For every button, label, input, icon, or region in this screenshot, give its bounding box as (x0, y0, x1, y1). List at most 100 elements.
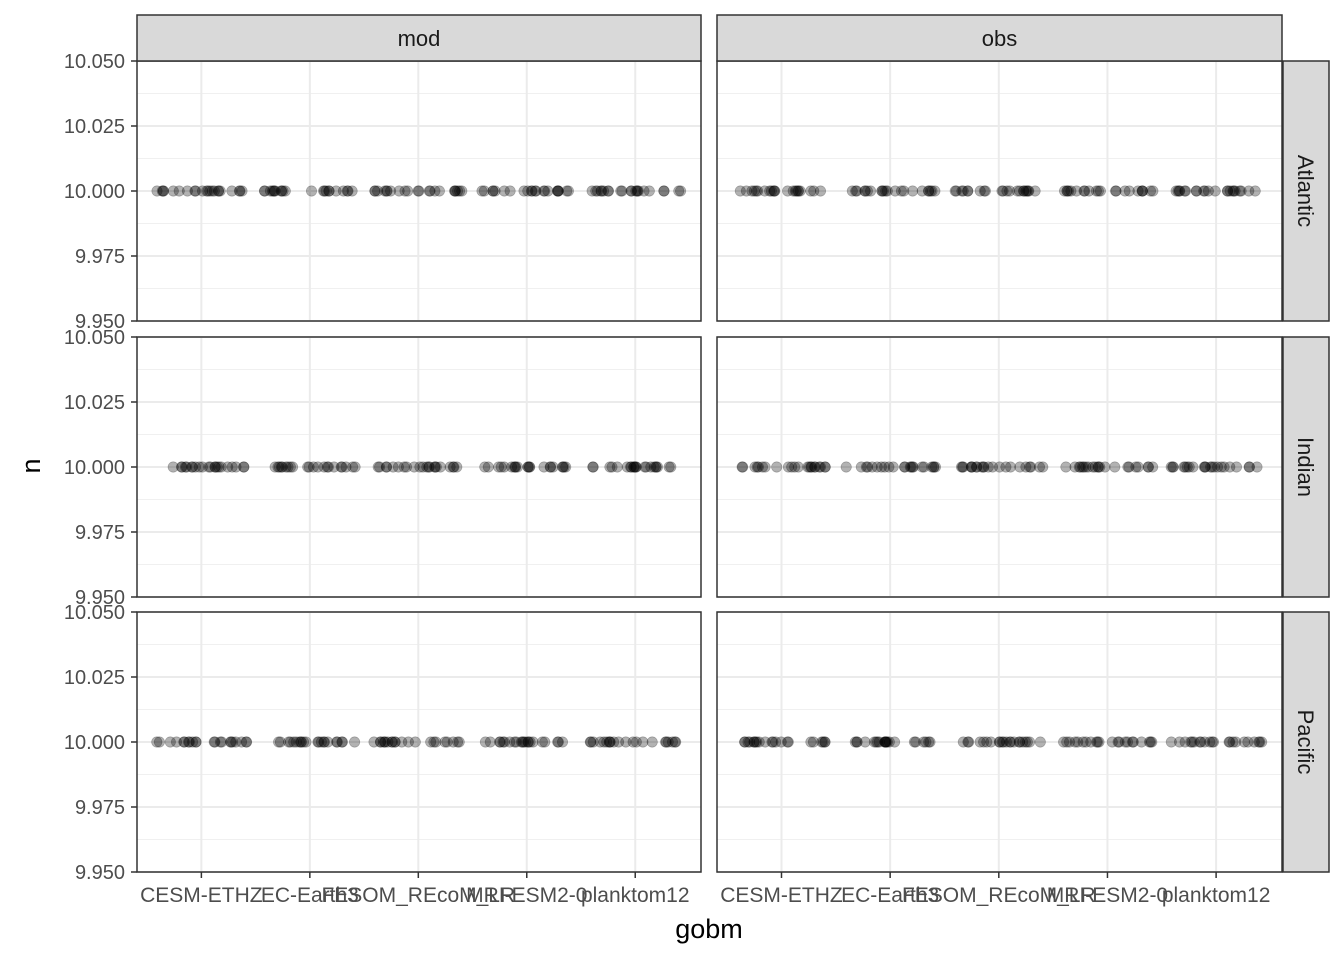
data-point (1195, 736, 1207, 748)
data-point (1119, 736, 1131, 748)
data-point (318, 461, 330, 473)
data-point (240, 736, 252, 748)
data-point (630, 185, 642, 197)
data-point (1112, 736, 1124, 748)
data-point (1063, 185, 1075, 197)
data-point (746, 185, 758, 197)
data-point (374, 736, 386, 748)
data-point (267, 185, 279, 197)
data-point (335, 461, 347, 473)
data-point (955, 461, 967, 473)
data-point (584, 736, 596, 748)
data-point (590, 185, 602, 197)
data-point (202, 185, 214, 197)
data-point (1198, 461, 1210, 473)
data-point (875, 461, 887, 473)
data-point (595, 185, 607, 197)
data-point (276, 185, 288, 197)
facet-strip-label: mod (398, 26, 441, 51)
data-point (447, 461, 459, 473)
data-point (879, 736, 891, 748)
data-point (736, 461, 748, 473)
data-point (879, 736, 891, 748)
data-point (1224, 461, 1236, 473)
data-point (209, 461, 221, 473)
data-point (307, 461, 319, 473)
data-point (873, 736, 885, 748)
data-point (792, 461, 804, 473)
data-point (768, 185, 780, 197)
data-point (1130, 461, 1142, 473)
data-point (670, 736, 682, 748)
data-point (1205, 461, 1217, 473)
data-point (434, 461, 446, 473)
data-point (331, 736, 343, 748)
data-point (386, 736, 398, 748)
data-point (430, 461, 442, 473)
data-point (186, 461, 198, 473)
data-point (279, 185, 291, 197)
y-tick-label: 10.000 (64, 732, 125, 754)
data-point (814, 185, 826, 197)
data-point (349, 736, 361, 748)
data-point (658, 185, 670, 197)
data-point (386, 736, 398, 748)
data-point (923, 185, 935, 197)
data-point (1222, 185, 1234, 197)
data-point (522, 736, 534, 748)
data-point (1078, 461, 1090, 473)
facet-panel-obs-Indian (717, 336, 1282, 598)
data-point (517, 736, 529, 748)
data-point (1243, 185, 1255, 197)
data-point (382, 736, 394, 748)
data-point (208, 736, 220, 748)
data-point (557, 461, 569, 473)
data-point (996, 185, 1008, 197)
data-point (616, 185, 628, 197)
data-point (985, 736, 997, 748)
data-point (430, 736, 442, 748)
data-point (965, 461, 977, 473)
data-point (1004, 185, 1016, 197)
y-tick-label: 9.975 (75, 797, 125, 819)
data-point (1087, 461, 1099, 473)
data-point (950, 185, 962, 197)
data-point (515, 736, 527, 748)
data-point (519, 736, 531, 748)
data-point (547, 461, 559, 473)
data-point (740, 185, 752, 197)
data-point (482, 461, 494, 473)
data-point (320, 185, 332, 197)
data-point (1167, 461, 1179, 473)
data-point (399, 185, 411, 197)
data-point (1014, 461, 1026, 473)
data-point (295, 736, 307, 748)
data-point (771, 461, 783, 473)
data-point (238, 461, 250, 473)
data-point (511, 461, 523, 473)
data-point (476, 185, 488, 197)
data-point (737, 461, 749, 473)
data-point (451, 461, 463, 473)
data-point (1251, 461, 1263, 473)
facet-panel-mod-Indian (137, 336, 701, 598)
data-point (643, 185, 655, 197)
x-tick-label: FESOM_REcoM_LR (902, 884, 1096, 907)
data-point (923, 736, 935, 748)
data-point (883, 461, 895, 473)
data-point (1072, 736, 1084, 748)
data-point (628, 461, 640, 473)
data-point (216, 736, 228, 748)
facet-strip-label: Indian (1293, 437, 1318, 497)
data-point (770, 736, 782, 748)
data-point (907, 461, 919, 473)
data-point (423, 185, 435, 197)
data-point (417, 461, 429, 473)
data-point (1179, 461, 1191, 473)
data-point (813, 461, 825, 473)
data-point (236, 185, 248, 197)
data-point (284, 736, 296, 748)
data-point (1058, 736, 1070, 748)
y-tick-label: 10.050 (64, 327, 125, 349)
data-point (966, 461, 978, 473)
